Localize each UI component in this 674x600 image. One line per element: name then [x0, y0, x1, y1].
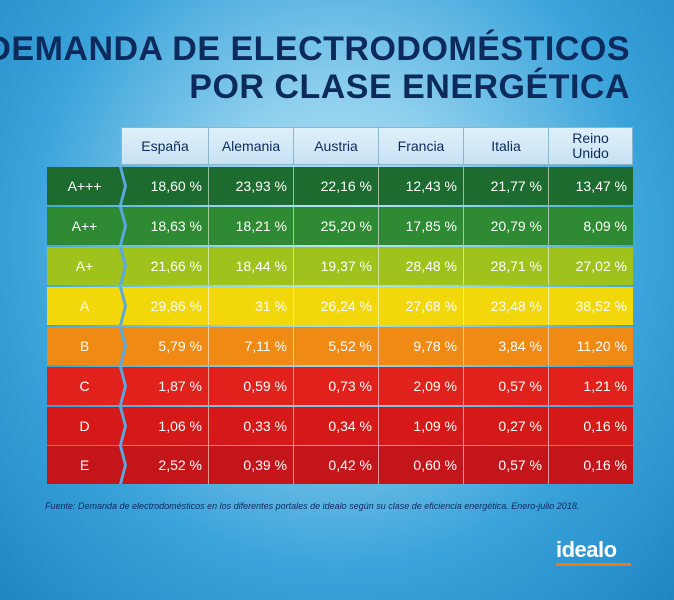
logo-underline: [556, 563, 631, 566]
zigzag-divider: [119, 167, 127, 205]
table-cell: 23,48 %: [463, 287, 548, 325]
table-cell: 18,21 %: [208, 207, 293, 245]
table-cell: 12,43 %: [378, 167, 463, 205]
table-cell: 2,09 %: [378, 367, 463, 405]
table-cell: 0,42 %: [293, 446, 378, 484]
energy-class-label: E: [47, 446, 122, 484]
table-row: A++ 18,63 % 18,21 % 25,20 % 17,85 % 20,79 % 8,…: [47, 207, 633, 245]
zigzag-divider: [119, 287, 127, 325]
table-cell: 18,60 %: [150, 178, 202, 194]
table-cell: 19,37 %: [293, 247, 378, 285]
energy-class-label: A++: [47, 207, 122, 245]
table-cell: 23,93 %: [208, 167, 293, 205]
page-title: DEMANDA DE ELECTRODOMÉSTICOS POR CLASE E…: [0, 30, 630, 106]
source-note: Fuente: Demanda de electrodomésticos en …: [45, 501, 580, 511]
table-cell: 1,87 %: [158, 378, 202, 394]
table-cell: 21,77 %: [463, 167, 548, 205]
table-row: C 1,87 % 0,59 % 0,73 % 2,09 % 0,57 % 1,21 %: [47, 367, 633, 405]
table-cell: 0,16 %: [548, 446, 633, 484]
table-cell: 0,16 %: [548, 407, 633, 445]
table-row: A+ 21,66 % 18,44 % 19,37 % 28,48 % 28,71 % 27,…: [47, 247, 633, 285]
table-cell: 5,79 %: [158, 338, 202, 354]
table-cell: 13,47 %: [548, 167, 633, 205]
column-header: Alemania: [208, 127, 293, 165]
table-cell: 26,24 %: [293, 287, 378, 325]
table-cell: 7,11 %: [208, 327, 293, 365]
table-row: A+++ 18,60 % 23,93 % 22,16 % 12,43 % 21,77 % 1…: [47, 167, 633, 205]
energy-class-label: A+++: [47, 167, 122, 205]
table-cell: 5,52 %: [293, 327, 378, 365]
zigzag-divider: [119, 446, 127, 484]
table-cell: 31 %: [208, 287, 293, 325]
energy-class-label: A: [47, 287, 122, 325]
table-cell: 38,52 %: [548, 287, 633, 325]
table-cell: 21,66 %: [150, 258, 202, 274]
column-header-row: España Alemania Austria Francia Italia Reino …: [121, 127, 633, 165]
column-header: España: [121, 127, 208, 165]
title-line-1: DEMANDA DE ELECTRODOMÉSTICOS: [0, 30, 630, 68]
table-cell: 2,52 %: [158, 457, 202, 473]
column-header: Francia: [378, 127, 463, 165]
energy-class-label: B: [47, 327, 122, 365]
table-cell: 8,09 %: [548, 207, 633, 245]
logo-text: idealo: [556, 537, 617, 562]
table-row: A 29,86 % 31 % 26,24 % 27,68 % 23,48 % 38,52 %: [47, 287, 633, 325]
energy-class-label: A+: [47, 247, 122, 285]
table-cell: 0,33 %: [208, 407, 293, 445]
idealo-logo: idealo: [556, 538, 631, 566]
table-row: E 2,52 % 0,39 % 0,42 % 0,60 % 0,57 % 0,16 %: [47, 446, 633, 484]
table-cell: 1,09 %: [378, 407, 463, 445]
table-cell: 18,63 %: [150, 218, 202, 234]
table-cell: 0,59 %: [208, 367, 293, 405]
table-cell: 9,78 %: [378, 327, 463, 365]
zigzag-divider: [119, 327, 127, 365]
table-cell: 28,48 %: [378, 247, 463, 285]
column-header: Reino Unido: [548, 127, 633, 165]
column-header: Italia: [463, 127, 548, 165]
table-cell: 0,34 %: [293, 407, 378, 445]
zigzag-divider: [119, 407, 127, 445]
table-cell: 0,60 %: [378, 446, 463, 484]
table-cell: 0,39 %: [208, 446, 293, 484]
column-header: Austria: [293, 127, 378, 165]
zigzag-divider: [119, 247, 127, 285]
title-line-2: POR CLASE ENERGÉTICA: [189, 68, 630, 106]
table-cell: 0,73 %: [293, 367, 378, 405]
table-cell: 11,20 %: [548, 327, 633, 365]
table-cell: 1,06 %: [158, 418, 202, 434]
table-cell: 1,21 %: [548, 367, 633, 405]
table-cell: 18,44 %: [208, 247, 293, 285]
table-row: B 5,79 % 7,11 % 5,52 % 9,78 % 3,84 % 11,20 %: [47, 327, 633, 365]
table-cell: 25,20 %: [293, 207, 378, 245]
table-cell: 0,57 %: [463, 367, 548, 405]
table-cell: 20,79 %: [463, 207, 548, 245]
zigzag-divider: [119, 367, 127, 405]
table-row: D 1,06 % 0,33 % 0,34 % 1,09 % 0,27 % 0,16 %: [47, 407, 633, 445]
table-cell: 0,57 %: [463, 446, 548, 484]
table-cell: 28,71 %: [463, 247, 548, 285]
zigzag-divider: [119, 207, 127, 245]
table-cell: 27,68 %: [378, 287, 463, 325]
table-cell: 22,16 %: [293, 167, 378, 205]
table-cell: 3,84 %: [463, 327, 548, 365]
energy-class-label: C: [47, 367, 122, 405]
table-cell: 27,02 %: [548, 247, 633, 285]
energy-class-label: D: [47, 407, 122, 445]
table-cell: 0,27 %: [463, 407, 548, 445]
table-cell: 29,86 %: [150, 298, 202, 314]
table-cell: 17,85 %: [378, 207, 463, 245]
